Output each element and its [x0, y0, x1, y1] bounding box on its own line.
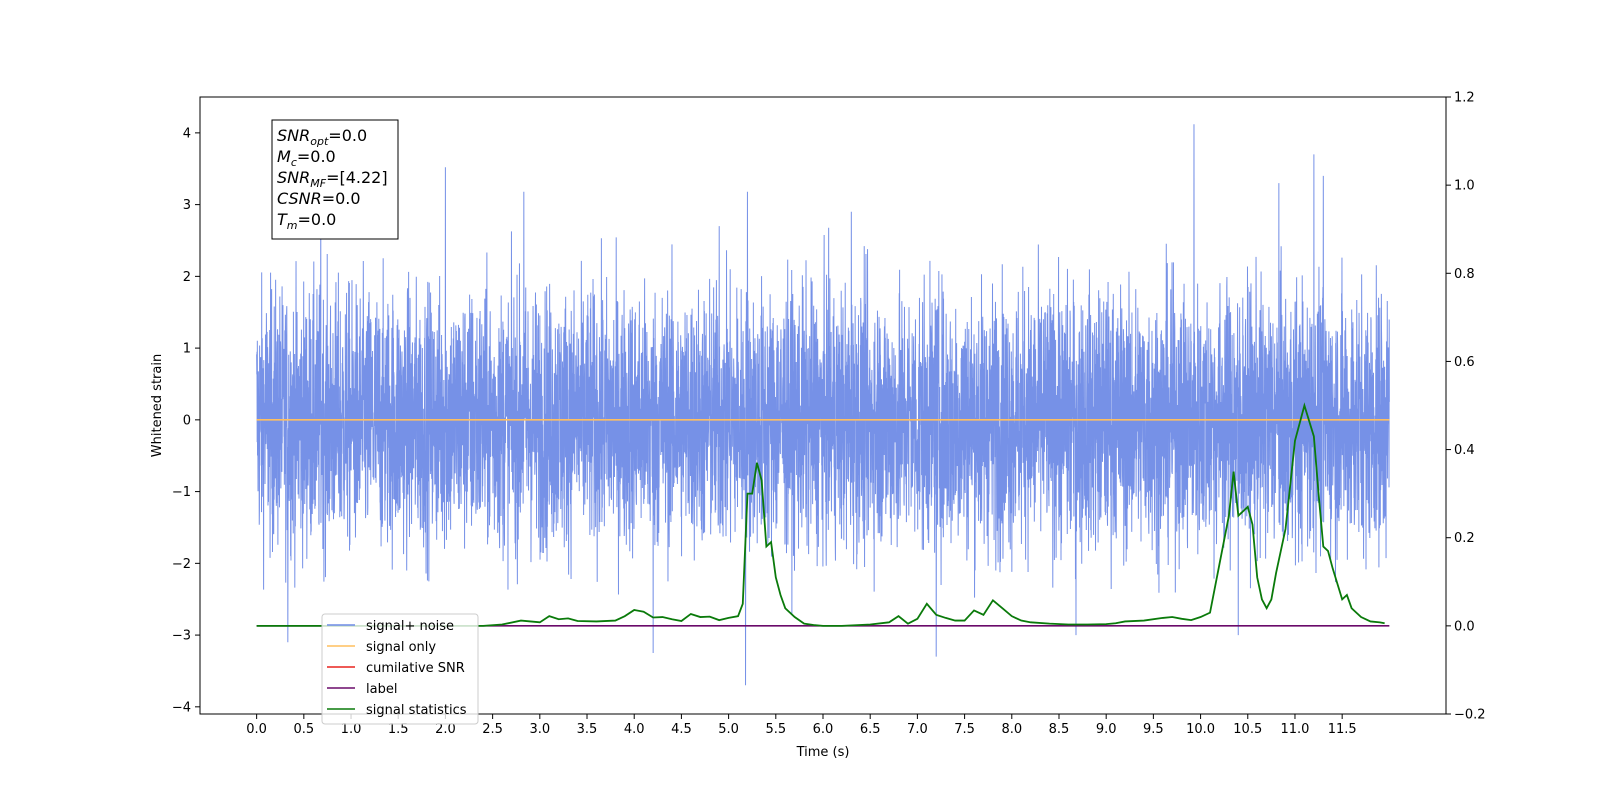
x-tick-label: 1.5 — [388, 722, 409, 737]
x-tick-label: 10.5 — [1233, 722, 1262, 737]
y-left-tick-label: 1 — [183, 342, 191, 357]
x-tick-label: 2.0 — [435, 722, 456, 737]
x-tick-label: 9.0 — [1096, 722, 1117, 737]
y-left-tick-label: 4 — [183, 126, 191, 141]
annotation-line: SNRMF=[4.22] — [277, 168, 388, 190]
y-right-tick-label: 0.8 — [1454, 267, 1475, 282]
x-tick-label: 0.5 — [293, 722, 314, 737]
y-right-tick-label: 0.2 — [1454, 531, 1475, 546]
y-left-tick-label: 0 — [183, 413, 191, 428]
annotation-line: CSNR=0.0 — [277, 189, 361, 208]
annotation-frame — [271, 119, 399, 240]
signal-noise-line — [256, 124, 1390, 686]
y-right-tick-label: 0.4 — [1454, 443, 1475, 458]
x-axis: 0.0 0.5 1.0 1.5 2.0 2.5 3.0 3.5 4.0 4.5 5.0 5.5 6.0 6… — [246, 714, 1357, 737]
y-left-tick-label: 3 — [183, 198, 191, 213]
y-axis-label: Whitened strain — [150, 354, 165, 457]
legend-entry: signal only — [366, 640, 436, 655]
x-tick-label: 1.0 — [341, 722, 362, 737]
legend-entry: signal statistics — [366, 703, 467, 718]
x-tick-label: 3.0 — [529, 722, 550, 737]
y-right-tick-label: −0.2 — [1454, 708, 1486, 723]
x-tick-label: 6.5 — [860, 722, 881, 737]
annotation-line: Tm=0.0 — [277, 210, 336, 232]
annotation-line: Mc=0.0 — [277, 147, 336, 169]
x-tick-label: 5.5 — [765, 722, 786, 737]
signal-noise-series — [256, 124, 1390, 686]
y-axis-left: −4 −3 −2 −1 0 1 2 3 4 — [172, 126, 200, 715]
legend: signal+ noise signal only cumilative SNR la… — [321, 613, 479, 725]
y-right-tick-label: 0.0 — [1454, 619, 1475, 634]
y-left-tick-label: −1 — [172, 485, 191, 500]
x-tick-label: 2.5 — [482, 722, 503, 737]
x-tick-label: 11.0 — [1280, 722, 1309, 737]
x-tick-label: 3.5 — [577, 722, 598, 737]
y-right-tick-label: 1.2 — [1454, 91, 1475, 106]
legend-frame — [321, 613, 479, 725]
legend-entry: signal+ noise — [366, 619, 454, 634]
legend-entry: cumilative SNR — [366, 661, 465, 676]
x-tick-label: 7.5 — [954, 722, 975, 737]
x-tick-label: 4.0 — [624, 722, 645, 737]
signal-statistics-line — [256, 402, 1385, 627]
y-left-tick-label: −4 — [172, 700, 191, 715]
annotation-line: SNRopt=0.0 — [277, 126, 367, 148]
x-tick-label: 8.5 — [1049, 722, 1070, 737]
x-tick-label: 5.0 — [718, 722, 739, 737]
x-tick-label: 8.0 — [1001, 722, 1022, 737]
y-left-tick-label: −3 — [172, 629, 191, 644]
x-tick-label: 6.0 — [813, 722, 834, 737]
x-tick-label: 10.0 — [1186, 722, 1215, 737]
x-tick-label: 9.5 — [1143, 722, 1164, 737]
y-right-tick-label: 1.0 — [1454, 179, 1475, 194]
x-tick-label: 0.0 — [246, 722, 267, 737]
x-axis-label: Time (s) — [796, 745, 850, 760]
y-left-tick-label: −2 — [172, 557, 191, 572]
x-tick-label: 4.5 — [671, 722, 692, 737]
legend-entry: label — [366, 682, 397, 697]
y-left-tick-label: 2 — [183, 270, 191, 285]
y-axis-right: −0.2 0.0 0.2 0.4 0.6 0.8 1.0 1.2 — [1446, 91, 1486, 723]
y-right-tick-label: 0.6 — [1454, 355, 1475, 370]
x-tick-label: 7.0 — [907, 722, 928, 737]
x-tick-label: 11.5 — [1328, 722, 1357, 737]
